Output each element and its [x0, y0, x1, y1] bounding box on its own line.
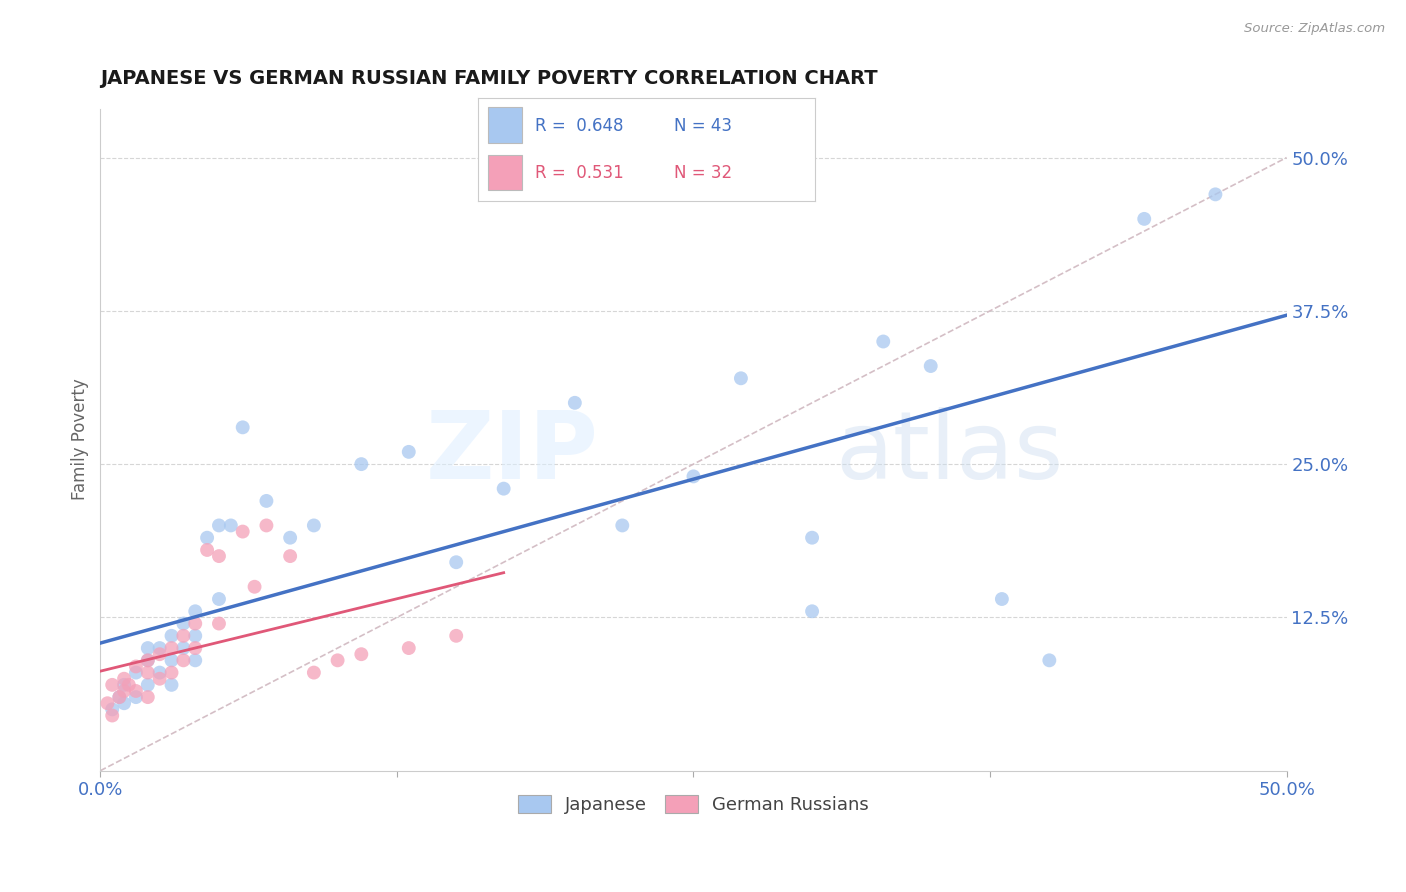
Point	[160, 641, 183, 656]
Point	[184, 641, 207, 656]
Point	[184, 629, 207, 643]
Text: atlas: atlas	[835, 407, 1064, 499]
FancyBboxPatch shape	[488, 107, 522, 144]
Point	[232, 420, 254, 434]
Point	[96, 696, 118, 710]
Point	[730, 371, 752, 385]
Point	[278, 549, 301, 563]
Point	[350, 647, 373, 661]
Point	[112, 696, 135, 710]
Point	[112, 672, 135, 686]
Point	[136, 653, 159, 667]
Text: ZIP: ZIP	[426, 407, 599, 499]
Point	[302, 518, 325, 533]
Point	[136, 678, 159, 692]
Point	[160, 629, 183, 643]
Point	[801, 604, 824, 618]
Point	[112, 678, 135, 692]
Point	[208, 616, 231, 631]
Point	[208, 518, 231, 533]
Point	[254, 518, 277, 533]
Point	[101, 702, 124, 716]
Text: N = 32: N = 32	[673, 164, 733, 182]
Point	[195, 543, 218, 558]
Point	[136, 641, 159, 656]
Point	[1038, 653, 1060, 667]
Point	[920, 359, 942, 373]
Point	[172, 629, 194, 643]
Point	[243, 580, 266, 594]
Point	[326, 653, 349, 667]
Point	[101, 708, 124, 723]
Point	[492, 482, 515, 496]
Point	[149, 672, 172, 686]
Point	[136, 690, 159, 705]
Point	[195, 531, 218, 545]
Point	[872, 334, 894, 349]
Point	[172, 641, 194, 656]
Point	[160, 665, 183, 680]
Point	[108, 690, 131, 705]
Point	[278, 531, 301, 545]
Point	[101, 678, 124, 692]
Point	[254, 494, 277, 508]
Point	[232, 524, 254, 539]
Point	[172, 616, 194, 631]
Text: JAPANESE VS GERMAN RUSSIAN FAMILY POVERTY CORRELATION CHART: JAPANESE VS GERMAN RUSSIAN FAMILY POVERT…	[100, 69, 877, 87]
Point	[108, 690, 131, 705]
Text: R =  0.648: R = 0.648	[536, 117, 624, 135]
Point	[219, 518, 242, 533]
Point	[149, 641, 172, 656]
Point	[136, 665, 159, 680]
Point	[125, 665, 148, 680]
Point	[612, 518, 634, 533]
Point	[125, 690, 148, 705]
Point	[125, 659, 148, 673]
Point	[125, 684, 148, 698]
FancyBboxPatch shape	[488, 154, 522, 190]
Point	[801, 531, 824, 545]
Point	[184, 616, 207, 631]
Point	[160, 653, 183, 667]
Point	[564, 396, 586, 410]
Point	[160, 678, 183, 692]
Point	[136, 653, 159, 667]
Point	[302, 665, 325, 680]
Text: R =  0.531: R = 0.531	[536, 164, 624, 182]
Y-axis label: Family Poverty: Family Poverty	[72, 379, 89, 500]
Point	[172, 653, 194, 667]
Point	[149, 665, 172, 680]
Point	[444, 555, 467, 569]
Point	[149, 647, 172, 661]
Point	[184, 653, 207, 667]
Point	[208, 549, 231, 563]
Point	[991, 592, 1014, 607]
Point	[112, 684, 135, 698]
Point	[184, 604, 207, 618]
Point	[208, 592, 231, 607]
Point	[350, 457, 373, 471]
Text: Source: ZipAtlas.com: Source: ZipAtlas.com	[1244, 22, 1385, 36]
Point	[1133, 211, 1156, 226]
Point	[118, 678, 141, 692]
Point	[682, 469, 704, 483]
Point	[398, 445, 420, 459]
Text: N = 43: N = 43	[673, 117, 731, 135]
Point	[398, 641, 420, 656]
Legend: Japanese, German Russians: Japanese, German Russians	[510, 788, 876, 822]
Point	[1204, 187, 1226, 202]
Point	[444, 629, 467, 643]
